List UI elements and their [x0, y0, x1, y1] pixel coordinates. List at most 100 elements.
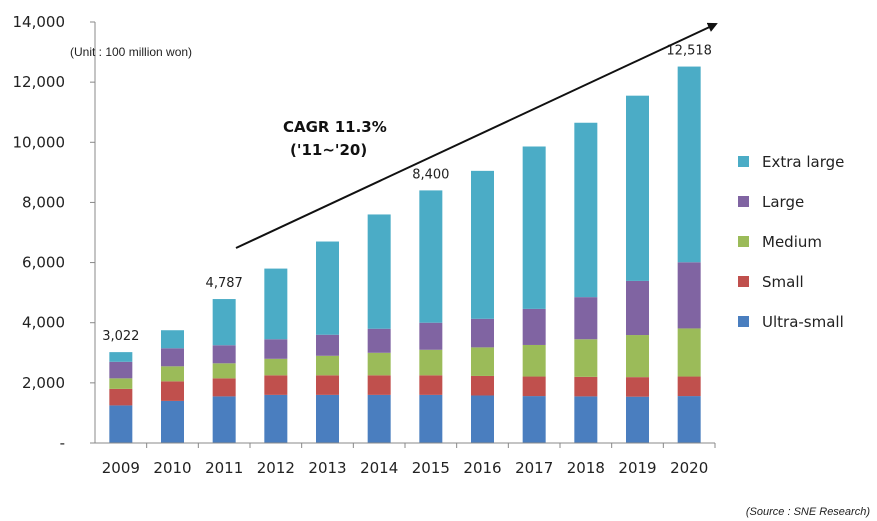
- bars: [109, 67, 700, 443]
- data-label: 8,400: [412, 167, 449, 182]
- bar-segment-medium: [626, 335, 649, 377]
- x-tick-label: 2009: [102, 459, 140, 477]
- bar-segment-extra-large: [626, 96, 649, 281]
- bar-segment-extra-large: [109, 352, 132, 362]
- bar-segment-medium: [678, 328, 701, 376]
- bar-segment-small: [368, 375, 391, 395]
- y-tick-label: 2,000: [22, 374, 65, 392]
- legend-label: Ultra-small: [762, 313, 844, 331]
- legend-swatch: [738, 236, 749, 247]
- bar-segment-small: [419, 375, 442, 395]
- bar-segment-ultra-small: [574, 396, 597, 443]
- x-axis: 2009 2010 2011 2012 2013 2014 2015 2016 2017 2018…: [95, 443, 715, 477]
- bar-segment-small: [316, 375, 339, 395]
- bar-segment-extra-large: [678, 67, 701, 263]
- x-tick-label: 2018: [567, 459, 605, 477]
- y-tick-label: 6,000: [22, 254, 65, 272]
- bar-segment-ultra-small: [161, 401, 184, 443]
- bar-segment-medium: [109, 378, 132, 389]
- data-label: 12,518: [666, 44, 712, 59]
- bar-segment-medium: [471, 347, 494, 376]
- data-labels: 3,022 4,787 8,400 12,518: [102, 44, 712, 345]
- bar-segment-large: [109, 362, 132, 379]
- bar-segment-medium: [368, 353, 391, 376]
- legend-swatch: [738, 156, 749, 167]
- bar-segment-ultra-small: [213, 396, 236, 443]
- x-tick-label: 2014: [360, 459, 398, 477]
- bar-segment-ultra-small: [264, 395, 287, 443]
- bar-segment-small: [574, 377, 597, 397]
- legend-label: Large: [762, 193, 804, 211]
- y-tick-label: 12,000: [13, 73, 66, 91]
- bar-segment-small: [678, 377, 701, 397]
- legend-label: Small: [762, 273, 804, 291]
- bar-segment-small: [213, 378, 236, 396]
- bar-segment-large: [264, 339, 287, 359]
- x-tick-label: 2020: [670, 459, 708, 477]
- bar-segment-small: [523, 377, 546, 397]
- bar-segment-extra-large: [264, 269, 287, 340]
- bar-segment-medium: [316, 356, 339, 376]
- bar-segment-large: [471, 319, 494, 348]
- data-label: 4,787: [206, 276, 243, 291]
- bar-segment-large: [213, 345, 236, 363]
- y-tick-label: 8,000: [22, 193, 65, 211]
- cagr-label: CAGR 11.3%: [283, 118, 387, 136]
- bar-segment-large: [316, 335, 339, 356]
- bar-segment-extra-large: [213, 299, 236, 345]
- bar-segment-ultra-small: [109, 405, 132, 443]
- bar-segment-small: [161, 381, 184, 401]
- bar-segment-extra-large: [523, 146, 546, 308]
- bar-segment-medium: [523, 345, 546, 377]
- unit-label: (Unit : 100 million won): [70, 45, 192, 59]
- legend-swatch: [738, 196, 749, 207]
- bar-segment-ultra-small: [678, 396, 701, 443]
- bar-segment-ultra-small: [368, 395, 391, 443]
- cagr-period: ('11~'20): [290, 141, 367, 159]
- bar-segment-ultra-small: [316, 395, 339, 443]
- x-tick-label: 2017: [515, 459, 553, 477]
- bar-segment-extra-large: [316, 242, 339, 335]
- bar-segment-medium: [574, 339, 597, 377]
- bar-segment-ultra-small: [471, 395, 494, 443]
- source-note: (Source : SNE Research): [746, 506, 870, 518]
- bar-segment-small: [626, 377, 649, 397]
- x-tick-label: 2013: [308, 459, 346, 477]
- bar-segment-large: [523, 309, 546, 345]
- bar-segment-extra-large: [419, 190, 442, 322]
- legend-swatch: [738, 316, 749, 327]
- bar-segment-small: [109, 389, 132, 406]
- bar-segment-medium: [213, 363, 236, 378]
- legend-swatch: [738, 276, 749, 287]
- bar-segment-large: [626, 281, 649, 335]
- bar-segment-extra-large: [574, 123, 597, 297]
- bar-segment-medium: [161, 366, 184, 381]
- bar-segment-ultra-small: [626, 397, 649, 443]
- legend-label: Extra large: [762, 153, 844, 171]
- data-label: 3,022: [102, 329, 139, 344]
- bar-segment-extra-large: [471, 171, 494, 319]
- y-tick-label: -: [60, 434, 65, 452]
- bar-segment-large: [161, 348, 184, 366]
- bar-segment-extra-large: [368, 214, 391, 328]
- bar-segment-large: [574, 297, 597, 339]
- bar-segment-small: [264, 375, 287, 395]
- bar-segment-medium: [264, 359, 287, 376]
- legend: Extra large Large Medium Small Ultra-small: [738, 153, 844, 331]
- x-tick-label: 2015: [412, 459, 450, 477]
- x-tick-label: 2016: [463, 459, 501, 477]
- legend-label: Medium: [762, 233, 822, 251]
- bar-segment-extra-large: [161, 330, 184, 348]
- bar-segment-large: [419, 323, 442, 350]
- y-tick-label: 4,000: [22, 314, 65, 332]
- bar-segment-ultra-small: [419, 395, 442, 443]
- bar-segment-large: [368, 329, 391, 353]
- x-tick-label: 2010: [153, 459, 191, 477]
- y-tick-label: 10,000: [13, 133, 66, 151]
- bar-segment-small: [471, 376, 494, 396]
- y-axis: - 2,000 4,000 6,000 8,000 10,000 12,000 14,000: [13, 13, 96, 452]
- bar-segment-large: [678, 262, 701, 328]
- bar-segment-ultra-small: [523, 396, 546, 443]
- bar-segment-medium: [419, 350, 442, 376]
- y-tick-label: 14,000: [13, 13, 66, 31]
